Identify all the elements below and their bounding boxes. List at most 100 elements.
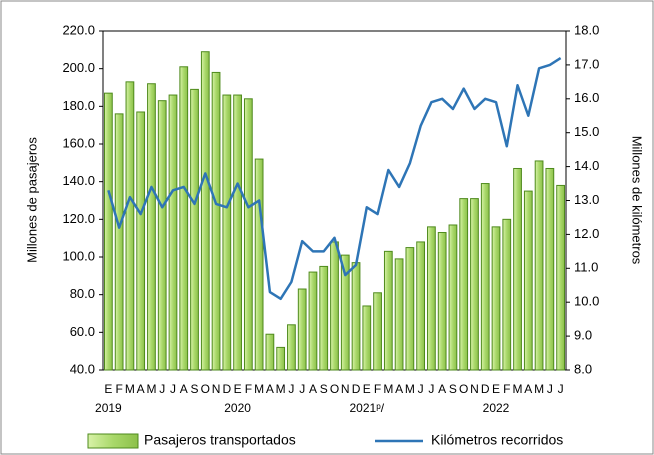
x-tick-label: O [201, 382, 210, 396]
y2-tick-label: 17.0 [574, 56, 599, 71]
bar [179, 66, 189, 371]
bar [470, 198, 479, 371]
bar [437, 232, 447, 371]
x-tick-label: O [330, 382, 339, 396]
x-tick-label: A [266, 382, 274, 396]
y2-tick-label: 8.0 [574, 361, 592, 376]
y-tick-label: 140.0 [62, 173, 95, 188]
y-tick-label: 180.0 [62, 98, 95, 113]
x-group-label: 2022 [483, 401, 510, 415]
bar [276, 346, 286, 371]
y2-tick-label: 14.0 [574, 158, 599, 173]
bar [254, 158, 264, 371]
x-tick-label: M [254, 382, 264, 396]
x-tick-label: J [170, 382, 176, 396]
y2-tick-label: 12.0 [574, 226, 599, 241]
x-tick-label: E [363, 382, 371, 396]
bar [480, 183, 490, 371]
y-tick-label: 160.0 [62, 135, 95, 150]
x-tick-label: J [299, 382, 305, 396]
bar [491, 226, 501, 371]
legend-label: Pasajeros transportados [144, 432, 296, 448]
x-tick-label: J [159, 382, 165, 396]
x-tick-label: F [374, 382, 381, 396]
bar [534, 160, 544, 371]
bar [330, 241, 339, 371]
bar [319, 265, 329, 371]
x-tick-label: S [191, 382, 199, 396]
x-tick-label: N [470, 382, 479, 396]
x-tick-label: E [492, 382, 500, 396]
bar [427, 226, 436, 371]
bar [459, 198, 469, 371]
y2-tick-label: 11.0 [574, 260, 598, 275]
bar [545, 167, 555, 371]
y-tick-label: 100.0 [62, 248, 95, 263]
x-tick-label: S [320, 382, 328, 396]
y-tick-label: 120.0 [62, 211, 95, 226]
x-tick-label: F [503, 382, 510, 396]
y-tick-label: 80.0 [70, 286, 95, 301]
x-tick-label: M [125, 382, 135, 396]
x-group-label: 2019 [95, 401, 122, 415]
x-tick-label: J [558, 382, 564, 396]
bar [211, 71, 221, 371]
x-tick-label: M [513, 382, 523, 396]
bar [556, 184, 565, 371]
bar [190, 88, 199, 371]
bar [125, 81, 135, 371]
bar [297, 288, 307, 371]
line [107, 57, 562, 301]
bar [351, 262, 361, 371]
x-group-label: 2021ᵖ/ [350, 401, 385, 415]
bar [523, 190, 533, 371]
bar [147, 83, 156, 371]
y-axis-label: Millones de pasajeros [24, 137, 39, 263]
x-tick-label: M [383, 382, 393, 396]
x-tick-label: M [534, 382, 544, 396]
bar [157, 100, 167, 371]
x-tick-label: A [137, 382, 145, 396]
y2-axis-label: Millones de kilómetros [630, 136, 645, 265]
x-tick-label: D [222, 382, 231, 396]
y-tick-label: 40.0 [70, 361, 95, 376]
bar [265, 333, 275, 371]
y-tick-label: 200.0 [62, 60, 95, 75]
bar [287, 324, 296, 371]
bar [394, 258, 404, 371]
x-tick-label: D [481, 382, 490, 396]
x-tick-label: N [212, 382, 221, 396]
bar [383, 250, 393, 371]
x-tick-label: E [104, 382, 112, 396]
x-tick-label: E [234, 382, 242, 396]
y2-tick-label: 13.0 [574, 192, 599, 207]
bar [136, 111, 146, 371]
x-tick-label: A [524, 382, 532, 396]
x-group-label: 2020 [224, 401, 251, 415]
x-tick-label: M [276, 382, 286, 396]
bar [200, 51, 210, 371]
x-tick-label: A [180, 382, 188, 396]
x-tick-label: M [405, 382, 415, 396]
bar [308, 271, 318, 371]
x-tick-label: F [115, 382, 122, 396]
y2-tick-label: 16.0 [574, 90, 599, 105]
bar [104, 92, 113, 371]
x-tick-label: M [146, 382, 156, 396]
bar [168, 94, 178, 371]
bar [362, 305, 372, 371]
bar [405, 247, 415, 371]
x-tick-label: J [547, 382, 553, 396]
y2-tick-label: 18.0 [574, 22, 599, 37]
bar [340, 254, 350, 371]
bar [416, 241, 426, 371]
bar [233, 94, 242, 371]
x-tick-label: O [459, 382, 468, 396]
y-tick-label: 60.0 [70, 324, 95, 339]
x-tick-label: A [309, 382, 317, 396]
bar [222, 94, 232, 371]
y-tick-label: 220.0 [62, 22, 95, 37]
x-tick-label: S [449, 382, 457, 396]
y2-tick-label: 10.0 [574, 294, 599, 309]
